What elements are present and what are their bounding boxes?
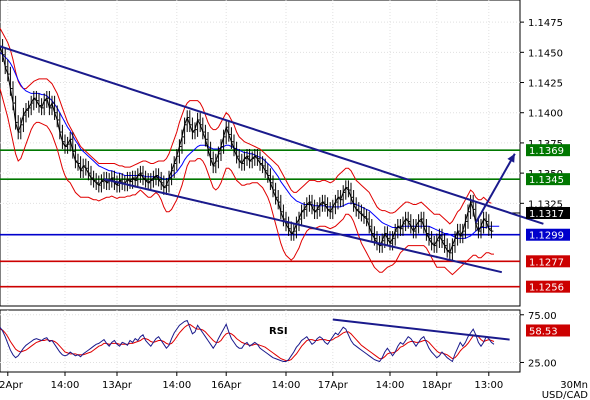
- instrument-label: USD/CAD: [542, 390, 589, 400]
- level-tag-label: 1.1369: [529, 146, 564, 157]
- price-line: [0, 46, 492, 254]
- rsi-line: [0, 319, 495, 363]
- timeframe-label: 30Mn: [560, 380, 588, 391]
- rsi-plot-area: [0, 309, 521, 373]
- level-tag-box: [526, 228, 570, 241]
- rsi-frame: [0, 309, 521, 373]
- time-tick-label: 14:00: [162, 380, 191, 391]
- level-tag-box: [526, 206, 570, 219]
- time-tick-label: 18Apr: [422, 380, 453, 391]
- projection-arrow-trendline: [474, 153, 516, 224]
- time-tick-label: 12Apr: [0, 380, 24, 391]
- rsi-tick-label: 25.00: [528, 358, 557, 369]
- time-tick-label: 14:00: [51, 380, 80, 391]
- price-tick-label: 1.1325: [528, 199, 563, 210]
- time-tick-label: 14:00: [376, 380, 405, 391]
- time-tick-label: 17Apr: [318, 380, 349, 391]
- level-tags: 1.1369 1.1345 1.1317 1.1299 1.1277 1.1256 58.5…: [526, 144, 570, 337]
- lower-channel-trendline: [103, 178, 503, 274]
- rsi-value-label: 58.53: [529, 326, 558, 337]
- level-tag-label: 1.1299: [529, 231, 564, 242]
- bollinger-lower-line: [0, 88, 494, 276]
- time-tick-label: 13:00: [474, 380, 503, 391]
- level-tag-label: 1.1345: [529, 175, 564, 186]
- time-tick-label: 16Apr: [211, 380, 242, 391]
- time-tick-label: 13Apr: [102, 380, 133, 391]
- level-tag-box: [526, 173, 570, 186]
- rsi-axis: 75.00 25.00: [520, 311, 557, 369]
- price-frame: [0, 0, 521, 307]
- price-plot-area: [0, 0, 544, 307]
- level-tag-label: 1.1317: [529, 209, 564, 220]
- upper-channel-trendline: [0, 45, 544, 225]
- level-tag-box: [526, 144, 570, 157]
- time-axis: 12Apr 14:00 13Apr 14:00 16Apr 14:00 17Apr 14:00…: [0, 372, 503, 391]
- level-tag-label: 1.1277: [529, 257, 564, 268]
- rsi-divergence-trendline: [332, 318, 510, 341]
- price-tick-label: 1.1450: [528, 48, 563, 59]
- time-tick-label: 14:00: [272, 380, 301, 391]
- rsi-label: RSI: [269, 326, 288, 337]
- rsi-tick-label: 75.00: [528, 311, 557, 322]
- level-tag-label: 1.1256: [529, 283, 564, 294]
- rsi-value-tag: [526, 324, 570, 337]
- price-tick-label: 1.1475: [528, 18, 563, 29]
- level-tag-box: [526, 280, 570, 293]
- level-tag-box: [526, 255, 570, 268]
- bollinger-upper-line: [0, 27, 492, 225]
- price-tick-label: 1.1425: [528, 79, 563, 90]
- projection-arrowhead: [507, 153, 515, 163]
- price-tick-label: 1.1400: [528, 109, 563, 120]
